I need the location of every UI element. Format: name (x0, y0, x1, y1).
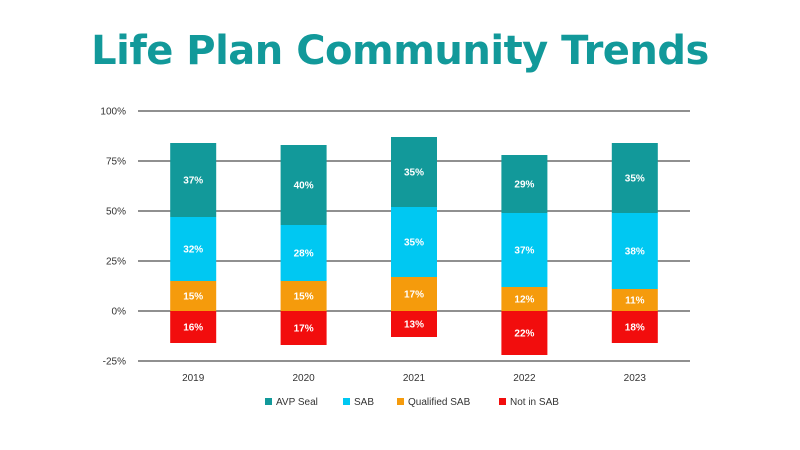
legend-swatch (265, 398, 272, 405)
data-label: 16% (183, 323, 203, 334)
legend-label: Qualified SAB (408, 397, 471, 408)
legend-swatch (499, 398, 506, 405)
bar-sab (611, 213, 658, 289)
data-label: 15% (183, 292, 203, 303)
y-tick-label: 75% (106, 157, 126, 168)
data-label: 35% (404, 238, 424, 249)
legend-label: Not in SAB (510, 397, 559, 408)
data-label: 37% (514, 246, 534, 257)
data-label: 13% (404, 320, 424, 331)
data-label: 32% (183, 245, 203, 256)
y-tick-label: 0% (112, 307, 127, 318)
data-label: 29% (514, 180, 534, 191)
data-label: 11% (625, 296, 645, 307)
legend-swatch (343, 398, 350, 405)
bar-sab (280, 225, 327, 281)
data-label: 35% (625, 174, 645, 185)
bar-sab (501, 213, 548, 287)
bar-not-in-sab (611, 311, 658, 343)
bar-avp-seal (611, 143, 658, 213)
data-label: 28% (294, 249, 314, 260)
data-label: 40% (294, 181, 314, 192)
bar-qualified-sab (501, 287, 548, 311)
bar-not-in-sab (501, 311, 548, 355)
y-tick-label: 50% (106, 207, 126, 218)
bar-not-in-sab (391, 311, 437, 337)
legend-label: AVP Seal (276, 397, 318, 408)
bar-qualified-sab (611, 289, 658, 311)
data-label: 38% (625, 247, 645, 258)
bar-qualified-sab (170, 281, 217, 311)
y-tick-label: -25% (103, 357, 126, 368)
bar-sab (391, 207, 437, 277)
data-label: 35% (404, 168, 424, 179)
y-tick-label: 25% (106, 257, 126, 268)
x-tick-label: 2023 (624, 373, 647, 384)
data-label: 18% (625, 323, 645, 334)
bar-qualified-sab (280, 281, 327, 311)
bar-qualified-sab (391, 277, 437, 311)
bar-avp-seal (391, 137, 437, 207)
data-label: 37% (183, 176, 203, 187)
chart-title: Life Plan Community Trends (91, 28, 709, 74)
bar-avp-seal (501, 155, 548, 213)
bar-not-in-sab (170, 311, 217, 343)
x-tick-label: 2020 (292, 373, 315, 384)
data-label: 22% (514, 329, 534, 340)
data-label: 17% (294, 324, 314, 335)
legend-label: SAB (354, 397, 374, 408)
bar-avp-seal (170, 143, 217, 217)
x-tick-label: 2019 (182, 373, 205, 384)
legend-swatch (397, 398, 404, 405)
x-tick-label: 2022 (513, 373, 536, 384)
data-label: 17% (404, 290, 424, 301)
bar-sab (170, 217, 217, 281)
y-tick-label: 100% (100, 107, 126, 118)
bar-avp-seal (280, 145, 327, 225)
bar-not-in-sab (280, 311, 327, 345)
data-label: 12% (514, 295, 534, 306)
x-tick-label: 2021 (403, 373, 426, 384)
data-label: 15% (294, 292, 314, 303)
